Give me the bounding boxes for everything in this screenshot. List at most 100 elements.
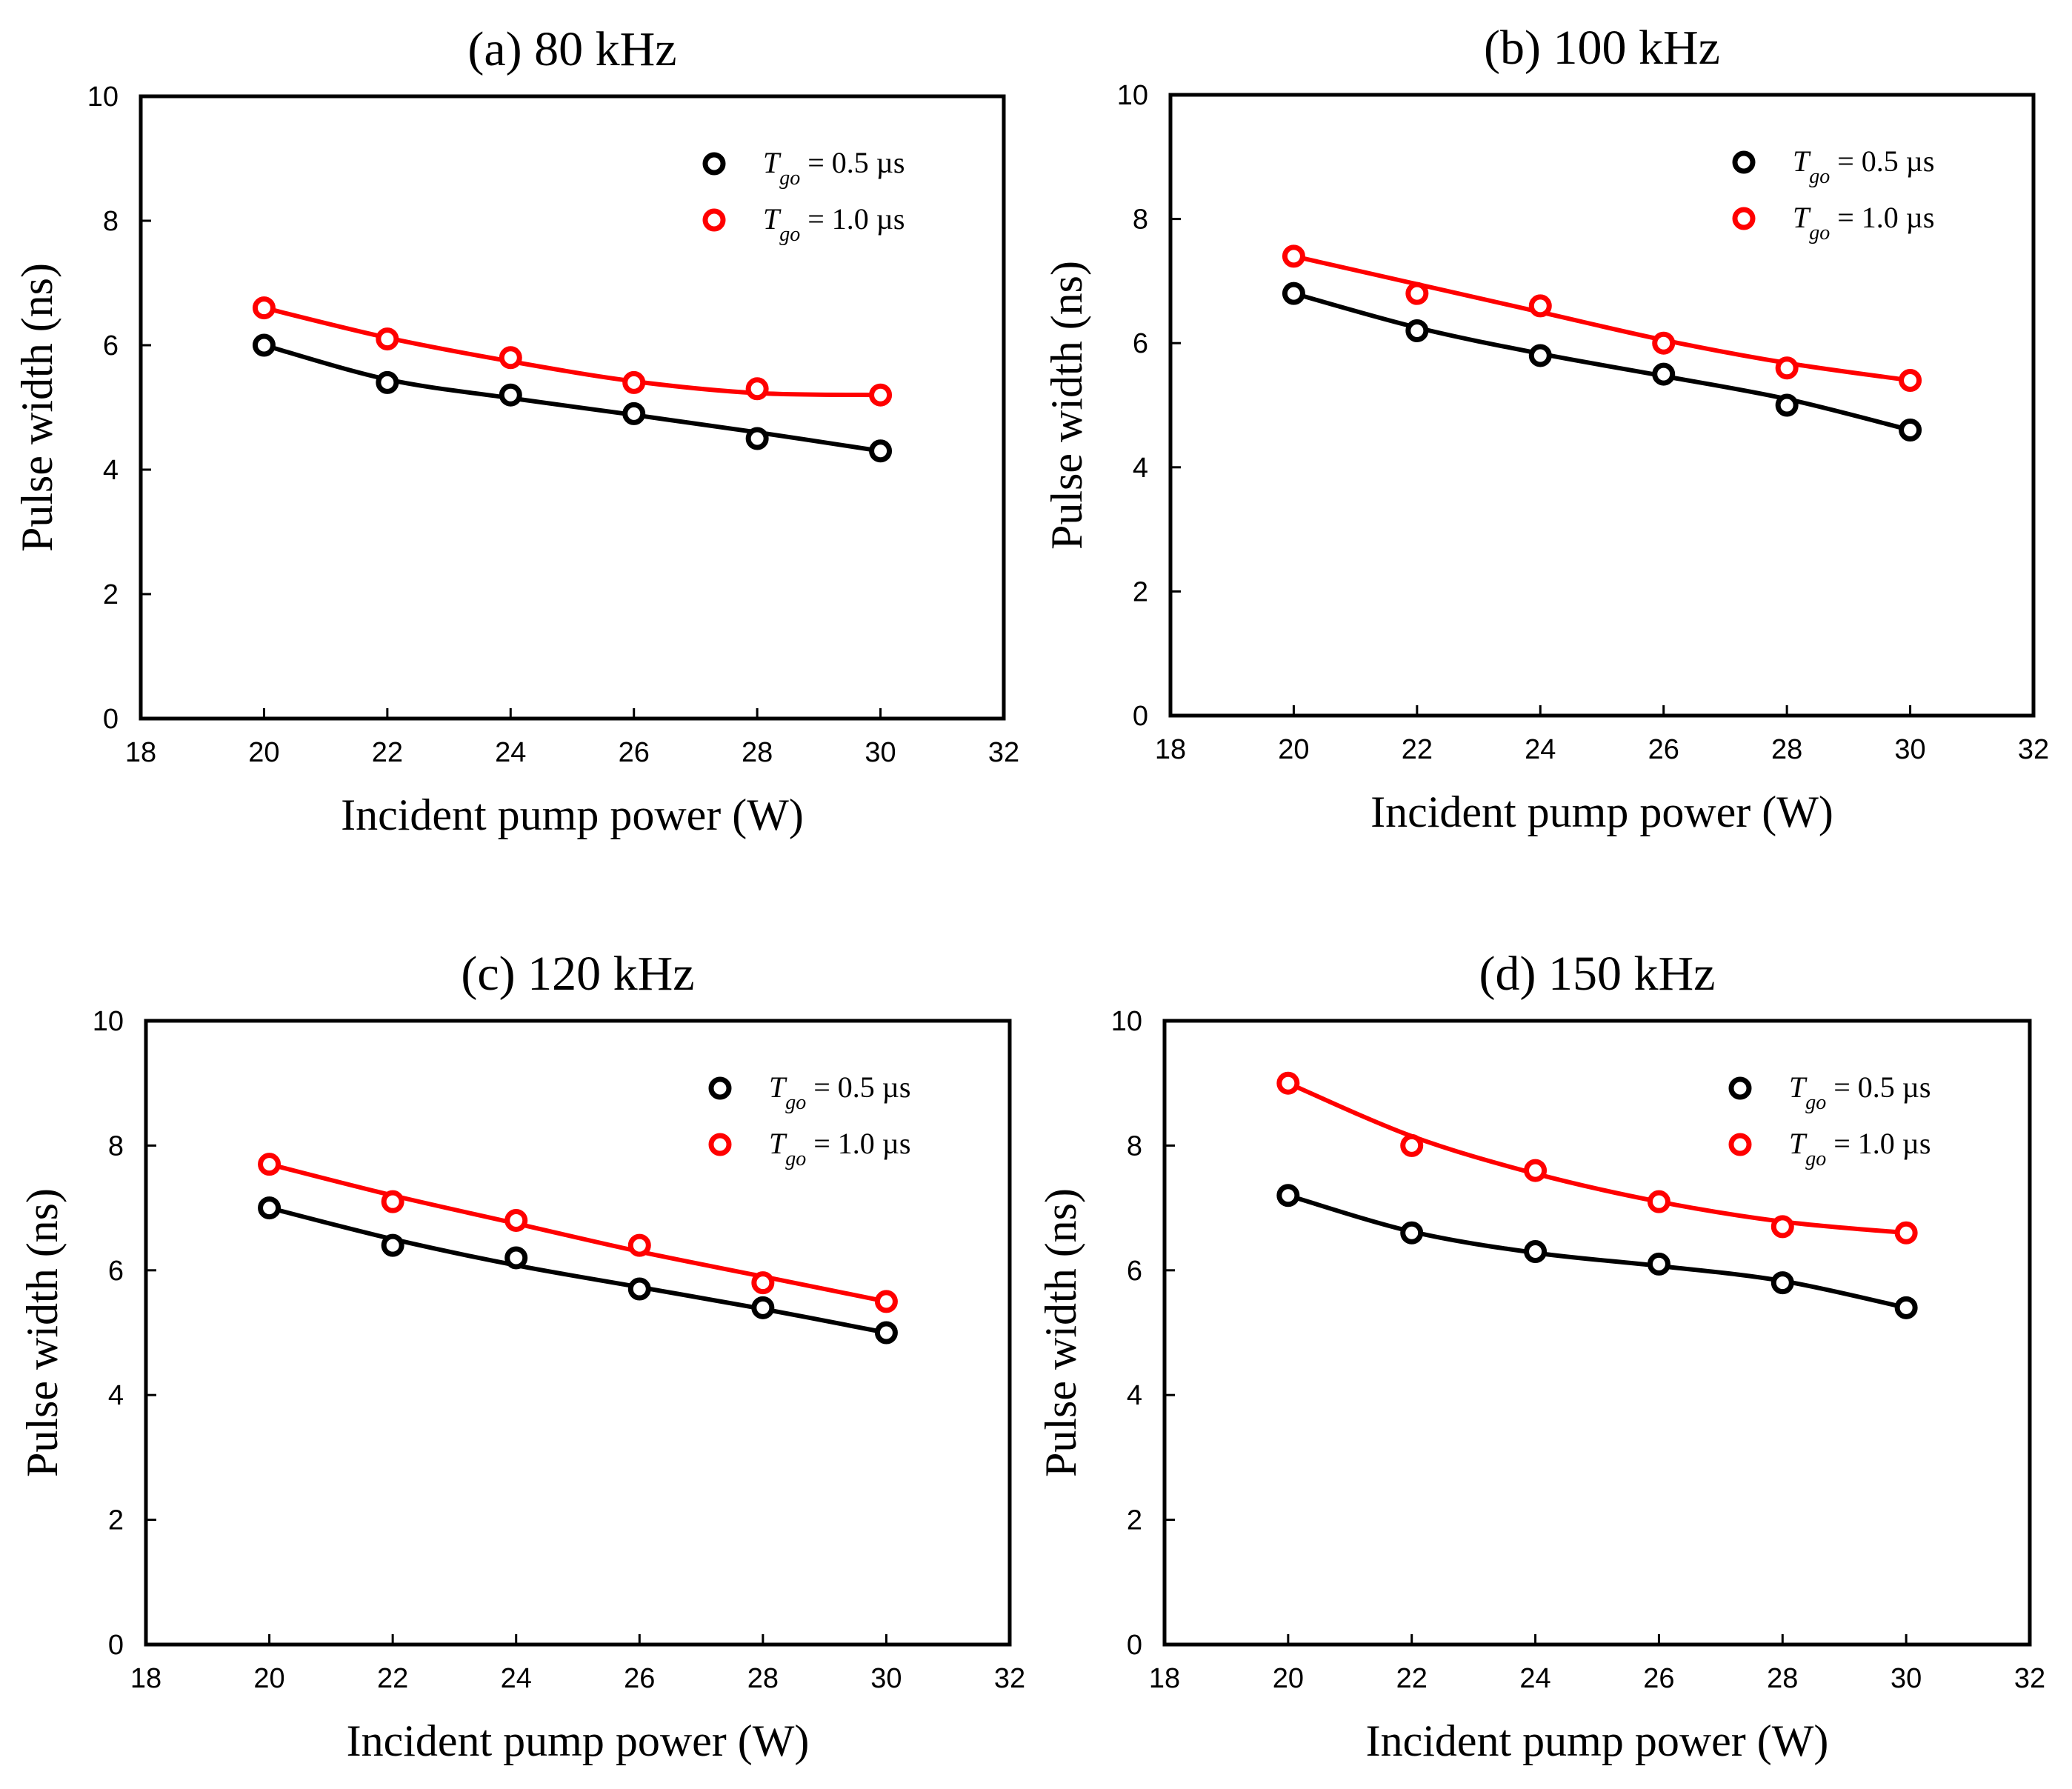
chart-2-series-1-point	[1528, 344, 1552, 367]
chart-4-x-tick-label: 22	[1396, 1663, 1428, 1694]
chart-3-series-2-point	[627, 1233, 651, 1257]
chart-3-legend-entry-2: Tgo = 1.0 µs	[708, 1127, 910, 1170]
chart-2-x-tick-label: 20	[1278, 734, 1309, 765]
chart-1-x-tick-label: 28	[742, 737, 773, 768]
chart-2-x-tick-label: 22	[1402, 734, 1433, 765]
chart-1-series-1-point	[376, 370, 399, 394]
chart-4-x-tick-label: 24	[1519, 1663, 1550, 1694]
chart-2-series-2-point	[1775, 356, 1799, 380]
chart-2-x-tick-label: 26	[1648, 734, 1679, 765]
chart-4-title: (d) 150 kHz	[1479, 947, 1716, 1001]
chart-3-x-tick-label: 32	[994, 1663, 1025, 1694]
chart-4-y-tick-label: 10	[1111, 1006, 1142, 1037]
chart-2-series-1-point	[1899, 419, 1922, 442]
chart-3-series-1-point	[258, 1196, 282, 1220]
chart-4-y-tick-label: 8	[1127, 1130, 1142, 1162]
chart-4-series-2-point	[1276, 1071, 1300, 1095]
chart-2-y-tick-label: 0	[1133, 701, 1148, 732]
chart-1-legend-label-1: Tgo = 0.5 µs	[763, 146, 905, 190]
chart-2-series-1-point	[1405, 319, 1429, 342]
chart-1-series-1-fit-line	[263, 343, 882, 453]
chart-1-legend-entry-1: Tgo = 0.5 µs	[702, 146, 905, 190]
chart-3-legend-marker-1	[708, 1076, 732, 1100]
chart-3-legend-label-2: Tgo = 1.0 µs	[769, 1127, 910, 1170]
chart-3-title: (c) 120 kHz	[461, 947, 694, 1001]
chart-3-series-1-point	[504, 1246, 528, 1270]
chart-4-y-tick-label: 4	[1127, 1380, 1142, 1411]
chart-1-x-tick-label: 22	[372, 737, 403, 768]
chart-2-plot-frame	[1168, 93, 2036, 718]
chart-4-legend-entry-2: Tgo = 1.0 µs	[1728, 1127, 1931, 1170]
chart-2-series-2-point	[1652, 331, 1676, 355]
chart-2-legend-marker-2	[1732, 207, 1756, 230]
chart-1-series-2-fit-line	[263, 305, 881, 398]
chart-3-series-2-point	[874, 1290, 898, 1313]
chart-1-x-tick-label: 18	[125, 737, 156, 768]
chart-4-y-tick-label: 6	[1127, 1256, 1142, 1287]
chart-2-y-tick-label: 6	[1133, 328, 1148, 359]
chart-2-x-tick-label: 32	[2018, 734, 2049, 765]
chart-4-series-2-point	[1400, 1133, 1424, 1157]
chart-3-series-1-point	[381, 1233, 404, 1257]
chart-3-series-1-fit-line	[268, 1205, 887, 1335]
chart-1-y-tick-label: 2	[103, 579, 119, 610]
chart-4-y-tick-label: 2	[1127, 1505, 1142, 1536]
chart-2-series-1-point	[1775, 393, 1799, 417]
chart-2-x-tick-label: 28	[1771, 734, 1802, 765]
chart-2-y-tick-label: 2	[1133, 576, 1148, 607]
chart-3-x-tick-label: 18	[130, 1663, 161, 1694]
chart-1-x-tick-label: 24	[495, 737, 526, 768]
chart-4-legend-marker-1	[1728, 1076, 1752, 1100]
chart-2-x-tick-label: 30	[1894, 734, 1925, 765]
chart-3-legend-label-1: Tgo = 0.5 µs	[769, 1070, 910, 1114]
chart-4-y-axis-label: Pulse width (ns)	[1036, 1188, 1085, 1477]
chart-1-y-tick-label: 0	[103, 704, 119, 735]
chart-2-legend-entry-2: Tgo = 1.0 µs	[1732, 201, 1934, 244]
chart-2-y-tick-label: 8	[1133, 204, 1148, 236]
chart-1-series-1-point	[499, 383, 522, 407]
chart-4-legend-marker-2	[1728, 1133, 1752, 1156]
chart-3-legend-marker-2	[708, 1133, 732, 1156]
chart-2-series-2-point	[1282, 244, 1305, 268]
chart-2-x-tick-label: 18	[1155, 734, 1186, 765]
chart-2-series-2-point	[1899, 368, 1922, 392]
chart-1-y-axis-label: Pulse width (ns)	[13, 263, 61, 552]
chart-2-y-axis-label: Pulse width (ns)	[1042, 261, 1091, 550]
chart-2-series-1-point	[1282, 281, 1305, 305]
chart-4-x-tick-label: 32	[2014, 1663, 2045, 1694]
chart-2-legend-entry-1: Tgo = 0.5 µs	[1732, 144, 1934, 188]
chart-1-y-tick-label: 4	[103, 455, 119, 486]
chart-3-series-1-point	[751, 1296, 775, 1319]
chart-2-y-tick-label: 10	[1117, 80, 1148, 111]
chart-3-x-tick-label: 24	[501, 1663, 532, 1694]
chart-1-title: (a) 80 kHz	[467, 22, 676, 76]
chart-2-series-2-point	[1528, 294, 1552, 318]
chart-4-x-tick-label: 28	[1767, 1663, 1798, 1694]
chart-4-series-2-point	[1770, 1215, 1794, 1239]
chart-1-series-1-point	[745, 427, 769, 450]
chart-3-x-axis-label: Incident pump power (W)	[347, 1716, 810, 1765]
chart-3-x-tick-label: 30	[870, 1663, 902, 1694]
chart-4-legend-label-2: Tgo = 1.0 µs	[1789, 1127, 1931, 1170]
chart-1-y-tick-label: 10	[87, 81, 119, 113]
chart-4-series-2-point	[1647, 1190, 1670, 1213]
chart-1-series-2-point	[499, 346, 522, 370]
chart-1-legend-entry-2: Tgo = 1.0 µs	[702, 202, 905, 246]
chart-2-legend-label-2: Tgo = 1.0 µs	[1793, 201, 1934, 244]
chart-3-plot-frame	[144, 1019, 1012, 1647]
chart-4-legend-entry-1: Tgo = 0.5 µs	[1728, 1070, 1931, 1114]
chart-2-legend-label-1: Tgo = 0.5 µs	[1793, 144, 1934, 188]
chart-2-x-axis-label: Incident pump power (W)	[1370, 787, 1833, 836]
chart-2-series-1-point	[1652, 362, 1676, 386]
chart-3-x-tick-label: 26	[624, 1663, 655, 1694]
chart-3-legend-entry-1: Tgo = 0.5 µs	[708, 1070, 910, 1114]
chart-3-y-tick-label: 4	[108, 1380, 124, 1411]
chart-4-y-tick-label: 0	[1127, 1630, 1142, 1661]
chart-4-series-1-point	[1894, 1296, 1918, 1319]
chart-3-series-2-point	[258, 1153, 282, 1176]
chart-1-legend-label-2: Tgo = 1.0 µs	[763, 202, 905, 246]
chart-4-series-2-point	[1894, 1221, 1918, 1245]
chart-4-x-tick-label: 18	[1149, 1663, 1180, 1694]
